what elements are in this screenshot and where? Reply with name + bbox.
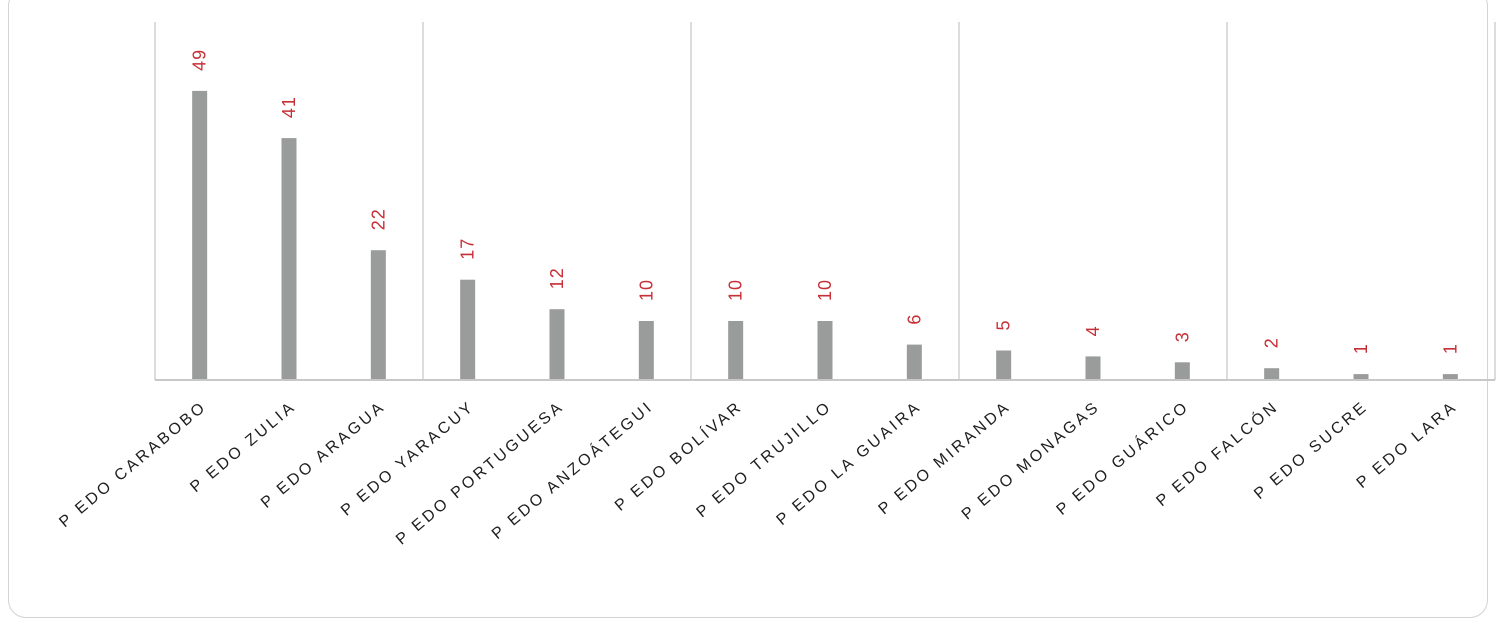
data-label: 6 (904, 314, 924, 325)
bar (638, 321, 654, 380)
data-label: 3 (1172, 331, 1192, 342)
bar (1442, 374, 1458, 380)
bar (281, 138, 297, 380)
bar (996, 350, 1012, 380)
data-label: 12 (547, 267, 567, 289)
bar (460, 279, 476, 380)
bar (370, 250, 386, 380)
data-label: 4 (1083, 325, 1103, 336)
category-label: P EDO PORTUGUESA (393, 398, 568, 548)
chart-card (8, 0, 1488, 618)
bar (728, 321, 744, 380)
bar (1264, 368, 1280, 380)
data-label: 41 (279, 96, 299, 118)
bar (1174, 362, 1190, 380)
category-label: P EDO CARABOBO (56, 398, 210, 531)
bar (192, 90, 208, 381)
bar (1353, 374, 1369, 380)
category-label: P EDO ANZOÁTEGUI (488, 397, 657, 543)
data-label: 5 (994, 319, 1014, 330)
category-label: P EDO LA GUAIRA (773, 398, 924, 529)
data-label: 2 (1262, 337, 1282, 348)
data-label: 1 (1351, 343, 1371, 354)
bar (1085, 356, 1101, 380)
data-label: 1 (1440, 343, 1460, 354)
bar (549, 309, 565, 380)
data-label: 10 (726, 279, 746, 301)
data-label: 17 (458, 238, 478, 260)
data-label: 22 (368, 208, 388, 230)
data-label: 10 (815, 279, 835, 301)
data-label: 10 (636, 279, 656, 301)
bar (906, 344, 922, 380)
data-label: 49 (190, 49, 210, 71)
bar (817, 321, 833, 380)
